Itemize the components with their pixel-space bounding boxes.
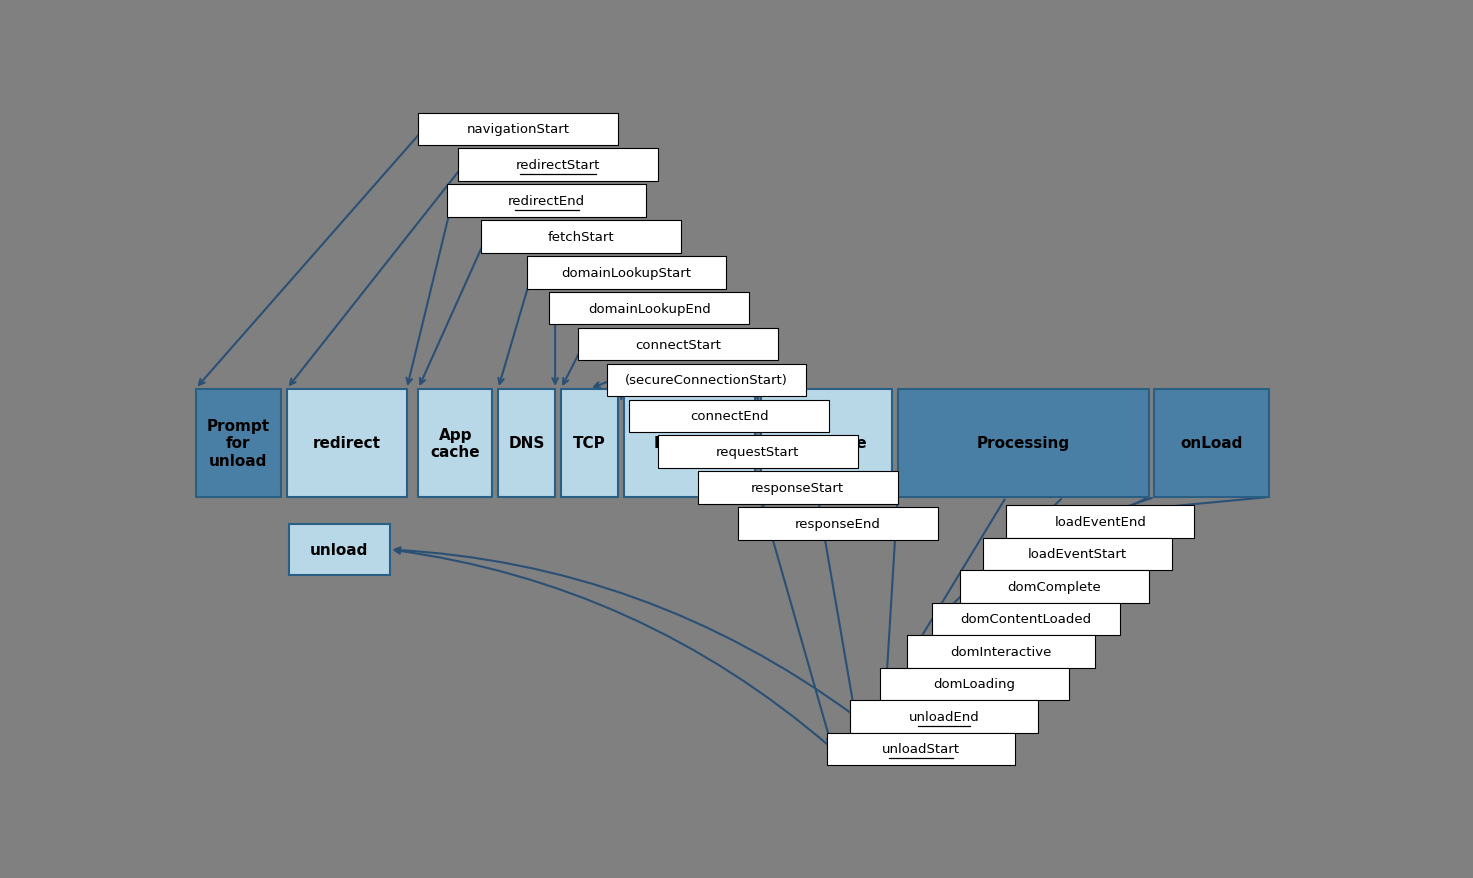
Text: domContentLoaded: domContentLoaded [960, 613, 1091, 626]
Text: responseStart: responseStart [751, 481, 844, 494]
FancyBboxPatch shape [881, 668, 1069, 701]
FancyBboxPatch shape [658, 436, 857, 468]
Text: TCP: TCP [573, 435, 605, 451]
FancyBboxPatch shape [446, 185, 647, 218]
Text: loadEventStart: loadEventStart [1028, 548, 1127, 561]
Text: unloadEnd: unloadEnd [909, 710, 980, 723]
Text: domainLookupEnd: domainLookupEnd [588, 302, 710, 315]
FancyBboxPatch shape [498, 389, 555, 498]
FancyBboxPatch shape [289, 524, 389, 575]
FancyBboxPatch shape [738, 507, 938, 540]
Text: fetchStart: fetchStart [548, 231, 614, 244]
FancyBboxPatch shape [629, 400, 829, 433]
Text: loadEventEnd: loadEventEnd [1055, 515, 1146, 529]
Text: connectEnd: connectEnd [689, 410, 769, 423]
Text: domLoading: domLoading [934, 678, 1016, 691]
Text: domComplete: domComplete [1008, 580, 1102, 594]
FancyBboxPatch shape [418, 389, 492, 498]
FancyBboxPatch shape [196, 389, 281, 498]
FancyBboxPatch shape [698, 471, 897, 504]
FancyBboxPatch shape [607, 364, 806, 397]
FancyBboxPatch shape [984, 538, 1171, 571]
Text: requestStart: requestStart [716, 446, 800, 458]
Text: unloadStart: unloadStart [882, 743, 960, 755]
FancyBboxPatch shape [623, 389, 754, 498]
Text: unload: unload [311, 543, 368, 558]
FancyBboxPatch shape [960, 571, 1149, 603]
FancyBboxPatch shape [287, 389, 407, 498]
FancyBboxPatch shape [527, 256, 726, 289]
FancyBboxPatch shape [826, 733, 1015, 766]
FancyBboxPatch shape [850, 701, 1038, 733]
Text: domainLookupStart: domainLookupStart [561, 267, 691, 279]
FancyBboxPatch shape [418, 113, 619, 146]
Text: Prompt
for
unload: Prompt for unload [206, 419, 270, 468]
Text: navigationStart: navigationStart [467, 123, 570, 136]
Text: responseEnd: responseEnd [795, 517, 881, 530]
FancyBboxPatch shape [760, 389, 893, 498]
Text: redirectEnd: redirectEnd [508, 195, 585, 208]
Text: Processing: Processing [977, 435, 1069, 451]
Text: App
cache: App cache [430, 428, 480, 459]
FancyBboxPatch shape [1006, 506, 1195, 538]
FancyBboxPatch shape [577, 328, 778, 361]
Text: onLoad: onLoad [1180, 435, 1243, 451]
Text: (secureConnectionStart): (secureConnectionStart) [625, 374, 788, 387]
FancyBboxPatch shape [549, 292, 750, 325]
Text: domInteractive: domInteractive [950, 645, 1052, 658]
Text: DNS: DNS [508, 435, 545, 451]
Text: redirect: redirect [312, 435, 382, 451]
Text: redirectStart: redirectStart [516, 159, 600, 172]
Text: connectStart: connectStart [635, 338, 720, 351]
FancyBboxPatch shape [458, 149, 658, 182]
FancyBboxPatch shape [561, 389, 619, 498]
FancyBboxPatch shape [897, 389, 1149, 498]
FancyBboxPatch shape [480, 221, 681, 254]
FancyBboxPatch shape [1155, 389, 1268, 498]
Text: Response: Response [785, 435, 868, 451]
FancyBboxPatch shape [907, 636, 1094, 668]
Text: Request: Request [654, 435, 725, 451]
FancyBboxPatch shape [932, 603, 1119, 636]
